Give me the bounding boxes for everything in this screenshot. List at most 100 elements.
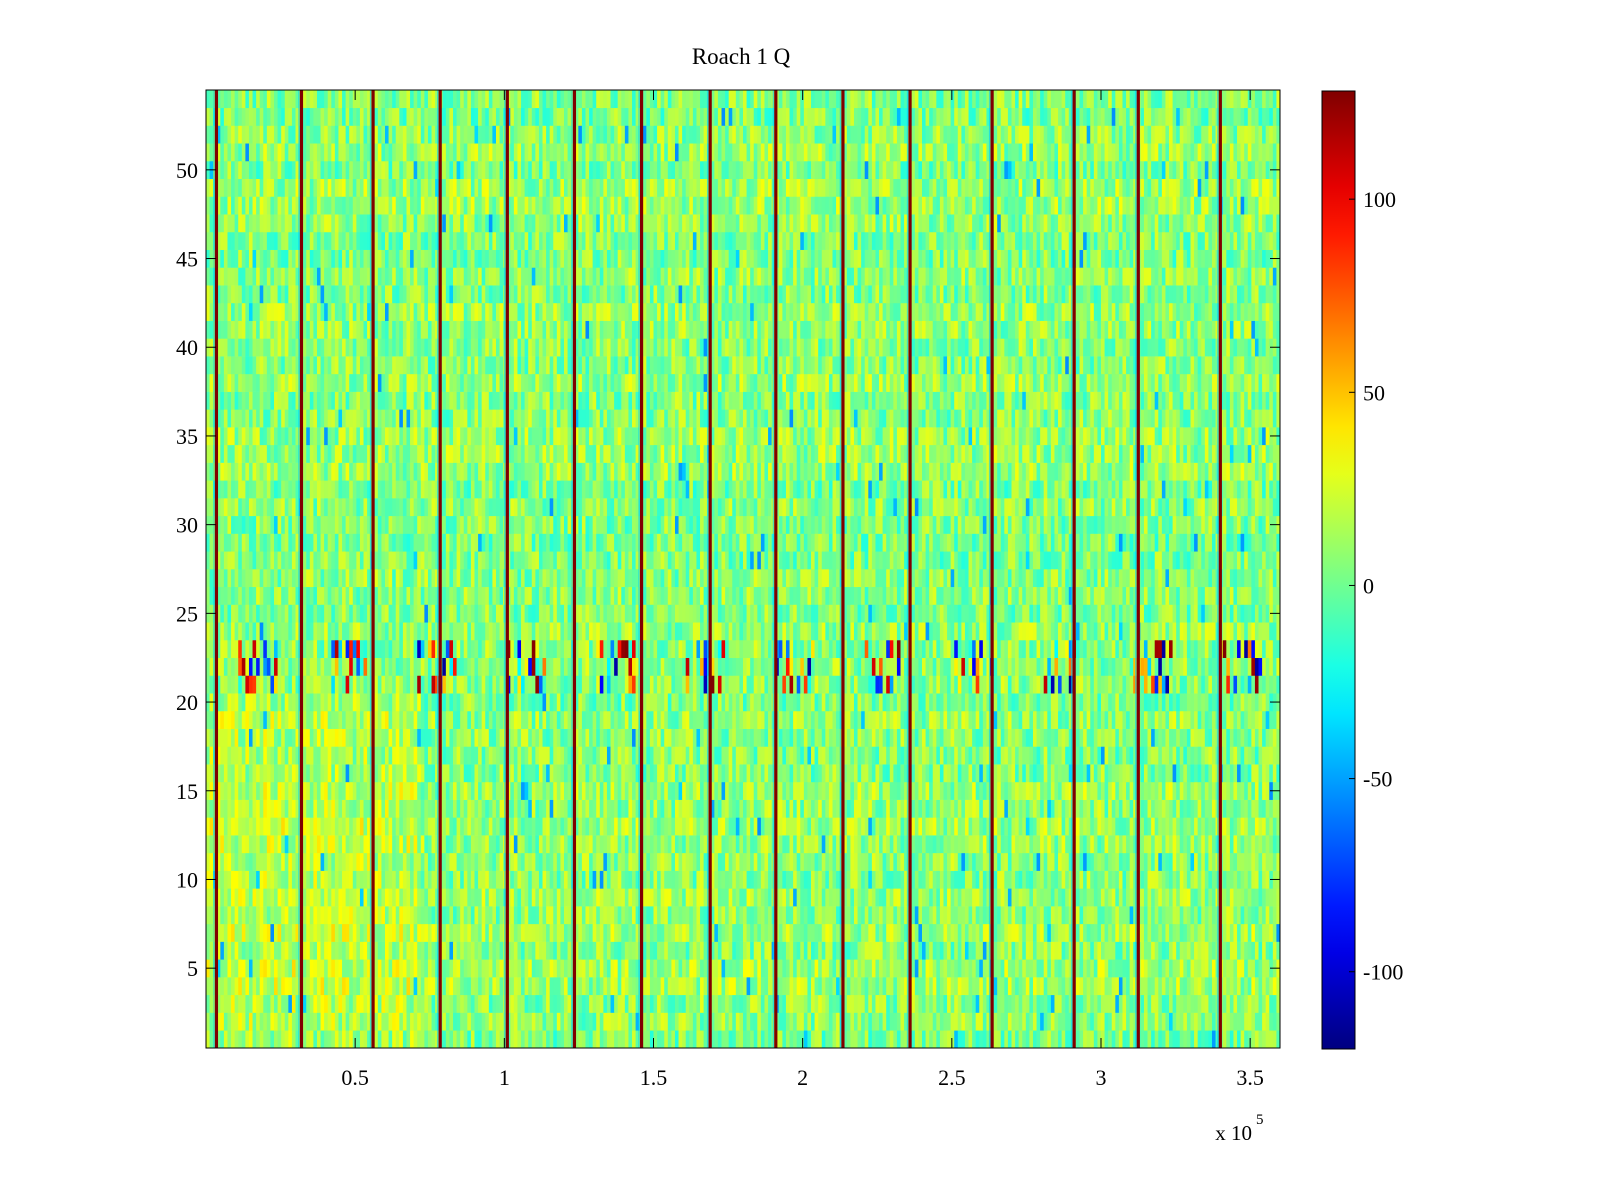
heatmap-cell	[281, 800, 285, 818]
heatmap-cell	[356, 800, 360, 818]
heatmap-cell	[1076, 959, 1080, 977]
heatmap-cell	[858, 888, 862, 906]
heatmap-cell	[360, 853, 364, 871]
heatmap-cell	[338, 853, 342, 871]
heatmap-cell	[1019, 906, 1023, 924]
heatmap-cell	[288, 959, 292, 977]
heatmap-cell	[815, 835, 819, 853]
heatmap-cell	[793, 906, 797, 924]
heatmap-cell	[353, 782, 357, 800]
heatmap-cell	[539, 871, 543, 889]
heatmap-cell	[1191, 942, 1195, 960]
heatmap-cell	[1130, 888, 1134, 906]
heatmap-cell	[553, 817, 557, 835]
heatmap-cell	[1237, 942, 1241, 960]
heatmap-cell	[1022, 977, 1026, 995]
heatmap-cell	[865, 959, 869, 977]
heatmap-cell	[983, 835, 987, 853]
heatmap-cell	[804, 871, 808, 889]
heatmap-cell	[582, 871, 586, 889]
heatmap-cell	[836, 871, 840, 889]
heatmap-cell	[675, 924, 679, 942]
heatmap-cell	[1112, 871, 1116, 889]
heatmap-cell	[224, 835, 228, 853]
heatmap-cell	[936, 995, 940, 1013]
heatmap-cell	[722, 782, 726, 800]
heatmap-cell	[664, 1030, 668, 1048]
heatmap-cell	[1029, 1013, 1033, 1031]
heatmap-cell	[847, 959, 851, 977]
heatmap-cell	[940, 800, 944, 818]
heatmap-cell	[850, 871, 854, 889]
heatmap-cell	[385, 835, 389, 853]
heatmap-cell	[364, 1030, 368, 1048]
heatmap-cell	[313, 995, 317, 1013]
heatmap-cell	[260, 764, 264, 782]
heatmap-cell	[560, 942, 564, 960]
heatmap-cell	[793, 959, 797, 977]
heatmap-cell	[1054, 888, 1058, 906]
heatmap-cell	[972, 977, 976, 995]
heatmap-cell	[1230, 853, 1234, 871]
heatmap-cell	[786, 800, 790, 818]
heatmap-cell	[815, 959, 819, 977]
heatmap-cell	[979, 800, 983, 818]
heatmap-cell	[589, 782, 593, 800]
heatmap-cell	[317, 959, 321, 977]
heatmap-cell	[618, 800, 622, 818]
heatmap-cell	[521, 835, 525, 853]
heatmap-cell	[1047, 853, 1051, 871]
heatmap-cell	[1162, 817, 1166, 835]
heatmap-cell	[1122, 924, 1126, 942]
heatmap-cell	[381, 800, 385, 818]
heatmap-cell	[1198, 995, 1202, 1013]
heatmap-cell	[969, 800, 973, 818]
heatmap-cell	[535, 906, 539, 924]
heatmap-cell	[865, 835, 869, 853]
heatmap-cell	[782, 995, 786, 1013]
heatmap-cell	[625, 924, 629, 942]
heatmap-cell	[267, 853, 271, 871]
heatmap-cell	[1169, 959, 1173, 977]
heatmap-cell	[1187, 764, 1191, 782]
heatmap-cell	[865, 817, 869, 835]
heatmap-cell	[614, 746, 618, 764]
heatmap-cell	[356, 995, 360, 1013]
heatmap-cell	[1183, 977, 1187, 995]
heatmap-cell	[646, 871, 650, 889]
heatmap-cell	[915, 1013, 919, 1031]
heatmap-cell	[682, 995, 686, 1013]
heatmap-cell	[997, 977, 1001, 995]
heatmap-cell	[1169, 1030, 1173, 1048]
heatmap-cell	[926, 764, 930, 782]
heatmap-cell	[621, 977, 625, 995]
heatmap-cell	[1044, 959, 1048, 977]
heatmap-cell	[1205, 871, 1209, 889]
heatmap-cell	[1173, 906, 1177, 924]
heatmap-cell	[471, 871, 475, 889]
heatmap-cell	[353, 746, 357, 764]
heatmap-cell	[1080, 800, 1084, 818]
heatmap-cell	[664, 817, 668, 835]
heatmap-cell	[825, 959, 829, 977]
heatmap-cell	[514, 764, 518, 782]
heatmap-cell	[1148, 888, 1152, 906]
heatmap-cell	[643, 1013, 647, 1031]
heatmap-cell	[1262, 924, 1266, 942]
heatmap-cell	[521, 942, 525, 960]
heatmap-cell	[471, 782, 475, 800]
heatmap-cell	[700, 800, 704, 818]
heatmap-cell	[822, 1013, 826, 1031]
heatmap-cell	[1148, 853, 1152, 871]
heatmap-cell	[406, 835, 410, 853]
heatmap-cell	[471, 1030, 475, 1048]
heatmap-cell	[689, 924, 693, 942]
heatmap-cell	[1226, 924, 1230, 942]
heatmap-cell	[278, 924, 282, 942]
heatmap-cell	[654, 746, 658, 764]
heatmap-cell	[861, 800, 865, 818]
heatmap-cell	[861, 782, 865, 800]
heatmap-cell	[442, 1030, 446, 1048]
heatmap-cell	[632, 746, 636, 764]
heatmap-cell	[1029, 959, 1033, 977]
